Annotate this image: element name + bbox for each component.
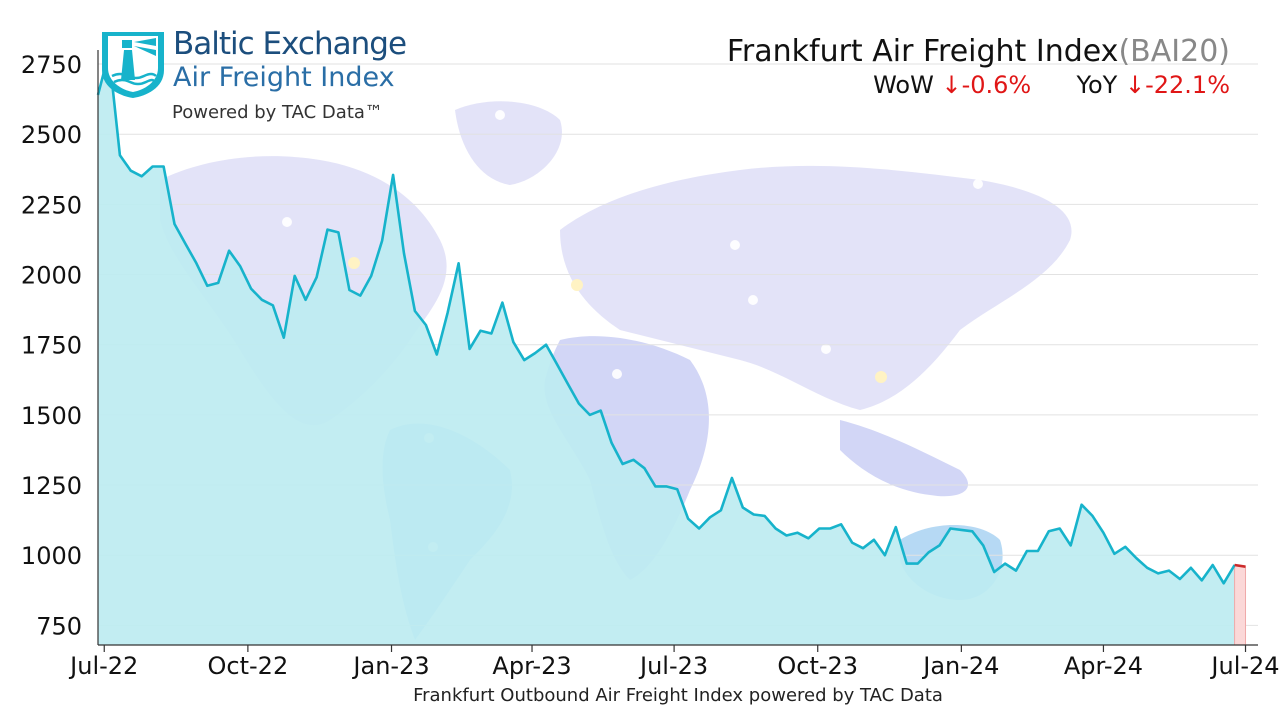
latest-week-line — [1234, 563, 1246, 568]
x-tick-label: Jan-24 — [921, 652, 999, 680]
x-tick-label: Jul-24 — [1209, 652, 1279, 680]
map-dot — [973, 179, 983, 189]
y-tick-label: 1000 — [21, 542, 82, 570]
down-arrow-icon: ↓ — [941, 71, 962, 99]
axes — [97, 50, 1258, 646]
y-tick-label: 2250 — [21, 191, 82, 219]
map-dot — [748, 295, 758, 305]
series-line — [96, 51, 1236, 585]
baltic-exchange-logo: Baltic Exchange Air Freight Index Powere… — [100, 26, 440, 130]
y-tick-labels: 750 1000 1250 1500 1750 2000 2250 2500 2750 — [21, 51, 82, 640]
y-tick-label: 1750 — [21, 332, 82, 360]
yoy-label: YoY — [1076, 71, 1118, 99]
southeast-asia-shape — [840, 420, 969, 497]
map-dot — [612, 369, 622, 379]
x-tick-label: Apr-24 — [1064, 652, 1143, 680]
chart-header: Frankfurt Air Freight Index(BAI20) WoW ↓… — [727, 34, 1230, 99]
map-hub-dot — [571, 279, 583, 291]
map-dot — [730, 240, 740, 250]
x-tick-label: Jul-23 — [638, 652, 708, 680]
y-tick-label: 2500 — [21, 121, 82, 149]
y-tick-label: 2750 — [21, 51, 82, 79]
x-tick-label: Jul-22 — [68, 652, 138, 680]
y-tick-label: 1500 — [21, 402, 82, 430]
x-tick-label: Jan-23 — [351, 652, 429, 680]
series-area — [96, 51, 1247, 646]
chart-title-text: Frankfurt Air Freight Index — [726, 34, 1119, 69]
x-tick-label: Oct-23 — [777, 652, 858, 680]
y-tick-label: 1250 — [21, 472, 82, 500]
latest-week-highlight — [1234, 564, 1247, 646]
eurasia-shape — [560, 165, 1072, 410]
lighthouse-icon — [102, 32, 164, 98]
x-tick-label: Apr-23 — [492, 652, 571, 680]
wow-value: -0.6% — [961, 71, 1032, 99]
map-dot — [495, 110, 505, 120]
chart-title: Frankfurt Air Freight Index(BAI20) — [727, 34, 1230, 69]
x-axis-label: Frankfurt Outbound Air Freight Index pow… — [413, 685, 943, 706]
chart-title-code: (BAI20) — [1118, 34, 1230, 69]
logo-subtitle: Air Freight Index — [173, 62, 395, 93]
map-hub-dot — [875, 371, 887, 383]
logo-title: Baltic Exchange — [173, 26, 407, 62]
map-dot — [821, 344, 831, 354]
logo-powered-by: Powered by TAC Data™ — [172, 102, 383, 123]
greenland-shape — [455, 101, 562, 185]
yoy-value: -22.1% — [1145, 71, 1230, 99]
down-arrow-icon: ↓ — [1124, 71, 1146, 99]
y-tick-label: 750 — [36, 612, 82, 640]
map-dot — [282, 217, 292, 227]
map-hub-dot — [348, 257, 360, 269]
y-tick-label: 2000 — [21, 262, 82, 290]
change-stats: WoW ↓-0.6% YoY ↓-22.1% — [727, 71, 1230, 99]
wow-label: WoW — [873, 71, 934, 99]
series-area-fill — [98, 52, 1235, 646]
x-tick-labels: Jul-22 Oct-22 Jan-23 Apr-23 Jul-23 Oct-23 Jan-… — [68, 645, 1280, 680]
x-tick-label: Oct-22 — [208, 652, 289, 680]
